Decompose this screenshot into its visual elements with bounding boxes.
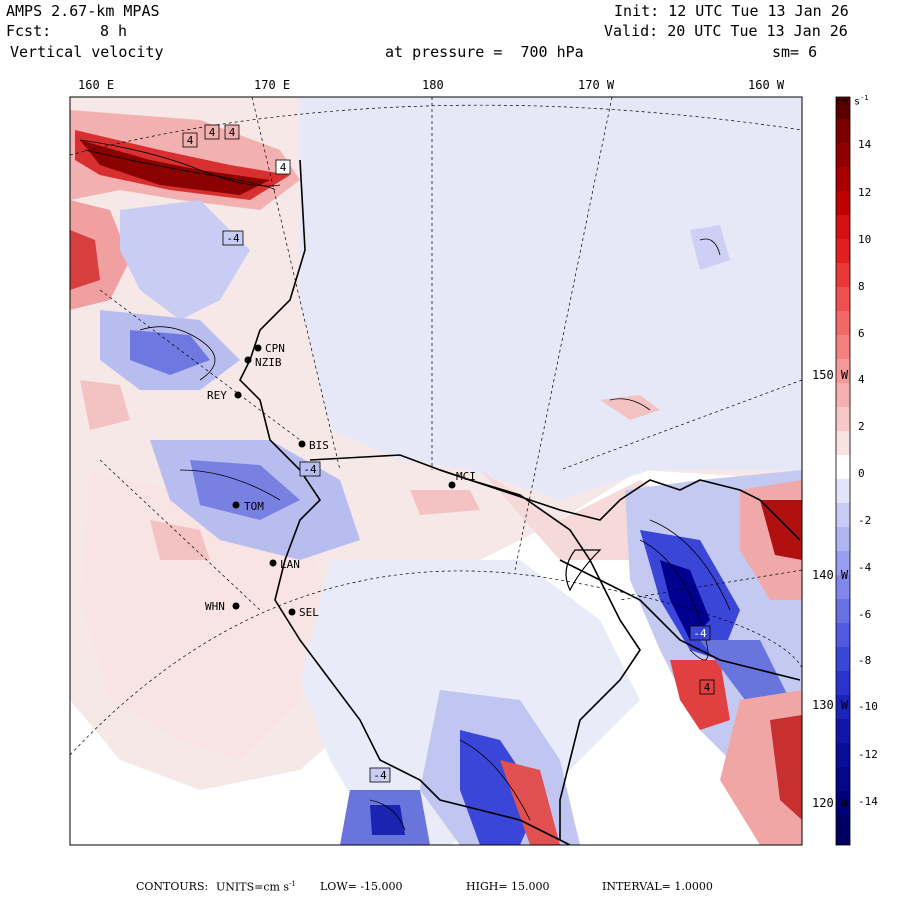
colorbar-label-4: 4 (858, 373, 865, 386)
colorbar-label-neg2: -2 (858, 514, 872, 527)
station-label-nzib: NZIB (255, 356, 282, 369)
contour-lines (79, 139, 731, 831)
lon-tick-120w: 120 W (812, 796, 849, 810)
graticule (70, 97, 802, 756)
lon-tick-160w: 160 W (748, 78, 785, 92)
island-outline (565, 549, 602, 592)
station-label-whn: WHN (205, 600, 225, 613)
pos-blob-3 (150, 520, 210, 560)
pos-core-east1 (760, 500, 802, 560)
pos-patch-east2 (670, 660, 730, 730)
footer-high: HIGH= 15.000 (466, 880, 550, 893)
colorbar-label-2: 2 (858, 420, 865, 433)
pos-streak-south (500, 760, 560, 845)
colorbar-label-neg8: -8 (858, 654, 872, 667)
colorbar-label-8: 8 (858, 280, 865, 293)
neg-lobe-w1 (120, 200, 250, 320)
station-dot-nzib (244, 356, 252, 364)
colorbar-label-6: 6 (858, 327, 865, 340)
station-dot-bis (298, 440, 306, 448)
neg-core-sw (370, 805, 405, 835)
grounding-line-east (559, 559, 801, 681)
colorbar-label-neg12: -12 (858, 748, 878, 761)
field-name: Vertical velocity (10, 43, 164, 61)
lon-tick-130w: 130 W (812, 698, 849, 712)
lon-tick-170w: 170 W (578, 78, 615, 92)
forecast-label: Fcst: (6, 22, 52, 40)
pos-band-w-coast-core (70, 230, 100, 290)
station-label-sel: SEL (299, 606, 319, 619)
contour-label: 4 (704, 681, 711, 694)
colorbar (835, 96, 851, 846)
lon-tick-170e: 170 E (254, 78, 291, 92)
neg-lobe-w2-core (130, 330, 210, 375)
colorbar-label-12: 12 (858, 186, 872, 199)
contour-label: -4 (303, 463, 317, 476)
grounding-line (439, 469, 641, 840)
pos-blob-1 (600, 395, 660, 420)
map-frame (69, 96, 803, 846)
contour-label: 4 (280, 161, 287, 174)
station-dot-whn (232, 602, 240, 610)
station-label-bis: BIS (309, 439, 329, 452)
station-dot-mci (448, 481, 456, 489)
contour-label: 4 (209, 126, 216, 139)
station-dot-cpn (254, 344, 262, 352)
neg-lobe-w3-core (190, 460, 300, 520)
station-label-cpn: CPN (265, 342, 285, 355)
pressure-level: at pressure = 700 hPa (385, 43, 584, 61)
pale-neg-field-ocean (300, 97, 802, 500)
footer-interval: INTERVAL= 1.0000 (602, 880, 713, 893)
station-dot-sel (288, 608, 296, 616)
contour-label: 4 (187, 134, 194, 147)
init-time: Init: 12 UTC Tue 13 Jan 26 (614, 2, 849, 20)
colorbar-label-neg14: -14 (858, 795, 878, 808)
model-title: AMPS 2.67-km MPAS (6, 2, 160, 20)
contour-label: 4 (229, 126, 236, 139)
neg-core-east1-dark (660, 560, 710, 640)
colorbar-units: cm s-1 (836, 94, 869, 108)
pos-band-nw-core (80, 140, 270, 195)
colorbar-label-neg10: -10 (858, 700, 878, 713)
contour-label: -4 (226, 232, 240, 245)
lon-tick-160e: 160 E (78, 78, 115, 92)
station-dot-lan (269, 559, 277, 567)
stations: CPN NZIB REY BIS TOM LAN WHN SEL MCI (205, 342, 476, 619)
station-label-lan: LAN (280, 558, 300, 571)
colorbar-label-10: 10 (858, 233, 872, 246)
colorbar-label-neg6: -6 (858, 608, 872, 621)
colorbar-label-14: 14 (858, 138, 872, 151)
pos-blob-4 (80, 380, 130, 430)
colorbar-label-0: 0 (858, 467, 865, 480)
station-dot-tom (232, 501, 240, 509)
lon-tick-180: 180 (422, 78, 444, 92)
contour-label: -4 (373, 769, 387, 782)
footer-low: LOW= -15.000 (320, 880, 403, 893)
lon-tick-140w: 140 W (812, 568, 849, 582)
contour-label: -4 (693, 627, 707, 640)
pos-core-se (770, 715, 802, 820)
footer-contours-label: CONTOURS: (136, 880, 209, 893)
station-label-rey: REY (207, 389, 227, 402)
pos-blob-2 (410, 490, 480, 515)
forecast-hours: 8 h (100, 22, 128, 40)
colorbar-label-neg4: -4 (858, 561, 872, 574)
valid-time: Valid: 20 UTC Tue 13 Jan 26 (604, 22, 848, 40)
smoothing-value: sm= 6 (772, 43, 818, 61)
station-dot-rey (234, 391, 242, 399)
contour-value-labels: 4 4 -4 -4 4 4 -4 -4 4 (182, 124, 715, 783)
coastline-west (239, 159, 571, 845)
lon-tick-150w: 150 W (812, 368, 849, 382)
neg-blob-ocean (690, 225, 730, 270)
station-label-tom: TOM (244, 500, 264, 513)
station-label-mci: MCI (456, 470, 476, 483)
footer-units: UNITS=cm s-1 (216, 880, 296, 894)
